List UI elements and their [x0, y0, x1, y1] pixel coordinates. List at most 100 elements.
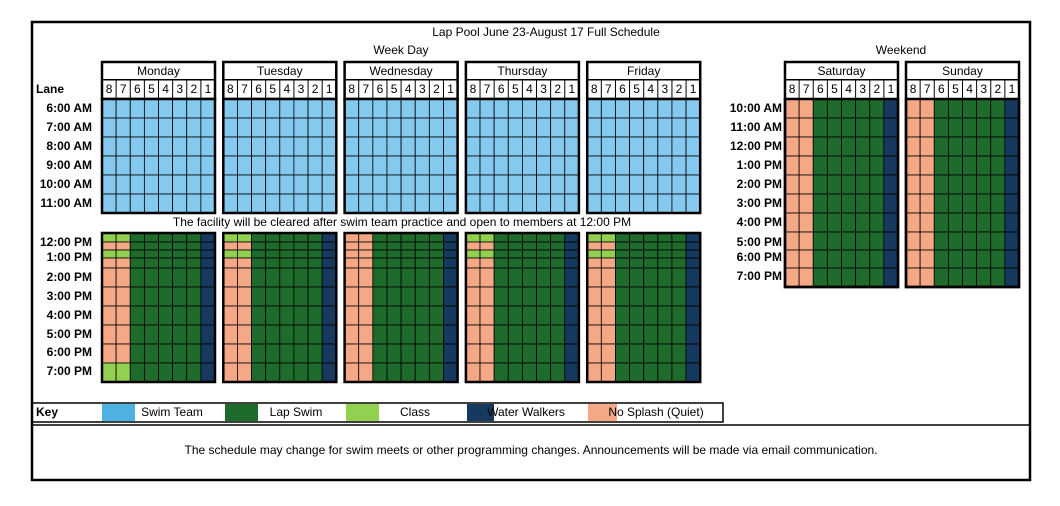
- cell: [186, 267, 202, 288]
- time-label: 7:00 AM: [46, 120, 92, 134]
- cell: [657, 98, 673, 119]
- cell: [536, 324, 552, 345]
- cell: [685, 98, 701, 119]
- cell: [251, 117, 267, 138]
- lane-number: 4: [284, 82, 291, 96]
- time-label: 3:00 PM: [47, 289, 92, 303]
- cell: [115, 286, 131, 307]
- cell: [265, 267, 281, 288]
- cell: [493, 362, 509, 383]
- cell: [372, 241, 388, 251]
- cell: [947, 155, 963, 176]
- title: Lap Pool June 23-August 17 Full Schedule: [432, 25, 660, 39]
- cell: [479, 267, 495, 288]
- cell: [855, 231, 871, 251]
- time-label: 6:00 PM: [737, 250, 782, 264]
- cell: [798, 249, 814, 269]
- cell: [465, 305, 481, 326]
- cell: [101, 241, 117, 251]
- cell: [265, 136, 281, 157]
- cell: [629, 193, 645, 214]
- cell: [279, 98, 295, 119]
- cell: [115, 249, 131, 259]
- cell: [933, 155, 949, 176]
- cell: [172, 174, 188, 195]
- cell: [358, 362, 374, 383]
- cell: [671, 98, 687, 119]
- cell: [564, 305, 580, 326]
- cell: [685, 241, 701, 251]
- cell: [321, 362, 337, 383]
- cell: [629, 362, 645, 383]
- cell: [826, 231, 842, 251]
- cell: [657, 286, 673, 307]
- cell: [564, 155, 580, 176]
- cell: [536, 136, 552, 157]
- lane-number: 8: [470, 82, 477, 96]
- cell: [629, 305, 645, 326]
- cell: [200, 267, 216, 288]
- cell: [905, 174, 921, 195]
- cell: [386, 267, 402, 288]
- cell: [550, 241, 566, 251]
- cell: [321, 155, 337, 176]
- lane-number: 7: [362, 82, 369, 96]
- cell: [841, 136, 857, 157]
- cell: [358, 286, 374, 307]
- cell: [643, 136, 659, 157]
- cell: [615, 305, 630, 326]
- lane-number: 1: [326, 82, 333, 96]
- cell: [600, 193, 616, 214]
- cell: [962, 249, 978, 269]
- cell: [172, 193, 188, 214]
- cell: [372, 98, 388, 119]
- cell: [615, 324, 630, 345]
- lane-number: 6: [498, 82, 505, 96]
- cell: [507, 343, 523, 364]
- block-border: [222, 97, 338, 215]
- key-name: Swim Team: [141, 405, 203, 419]
- cell: [372, 343, 388, 364]
- cell: [855, 136, 871, 157]
- cell: [428, 267, 444, 288]
- cell: [586, 343, 602, 364]
- cell: [372, 286, 388, 307]
- cell: [905, 231, 921, 251]
- cell: [293, 305, 309, 326]
- cell: [237, 267, 252, 288]
- cell: [962, 117, 978, 138]
- cell: [643, 286, 659, 307]
- cell: [976, 117, 992, 138]
- cell: [321, 136, 337, 157]
- cell: [428, 343, 444, 364]
- cell: [600, 232, 616, 243]
- cell: [358, 324, 374, 345]
- cell: [372, 324, 388, 345]
- cell: [1004, 136, 1020, 157]
- cell: [586, 155, 602, 176]
- cell: [798, 136, 814, 157]
- cell: [507, 267, 523, 288]
- cell: [869, 98, 885, 119]
- cell: [855, 267, 871, 288]
- cell: [919, 174, 935, 195]
- cell: [586, 232, 602, 243]
- cell: [129, 117, 145, 138]
- cell: [465, 136, 481, 157]
- cell: [186, 193, 202, 214]
- lane-number: 4: [647, 82, 654, 96]
- key-swatch: [588, 404, 617, 421]
- cell: [615, 257, 630, 269]
- key-swatch: [467, 404, 494, 421]
- block-border: [464, 231, 581, 384]
- cell: [629, 286, 645, 307]
- cell: [671, 241, 687, 251]
- cell: [550, 136, 566, 157]
- cell: [414, 324, 430, 345]
- cell: [251, 98, 267, 119]
- cell: [507, 286, 523, 307]
- time-label: 7:00 PM: [737, 269, 782, 283]
- cell: [428, 324, 444, 345]
- cell: [428, 136, 444, 157]
- cell: [962, 231, 978, 251]
